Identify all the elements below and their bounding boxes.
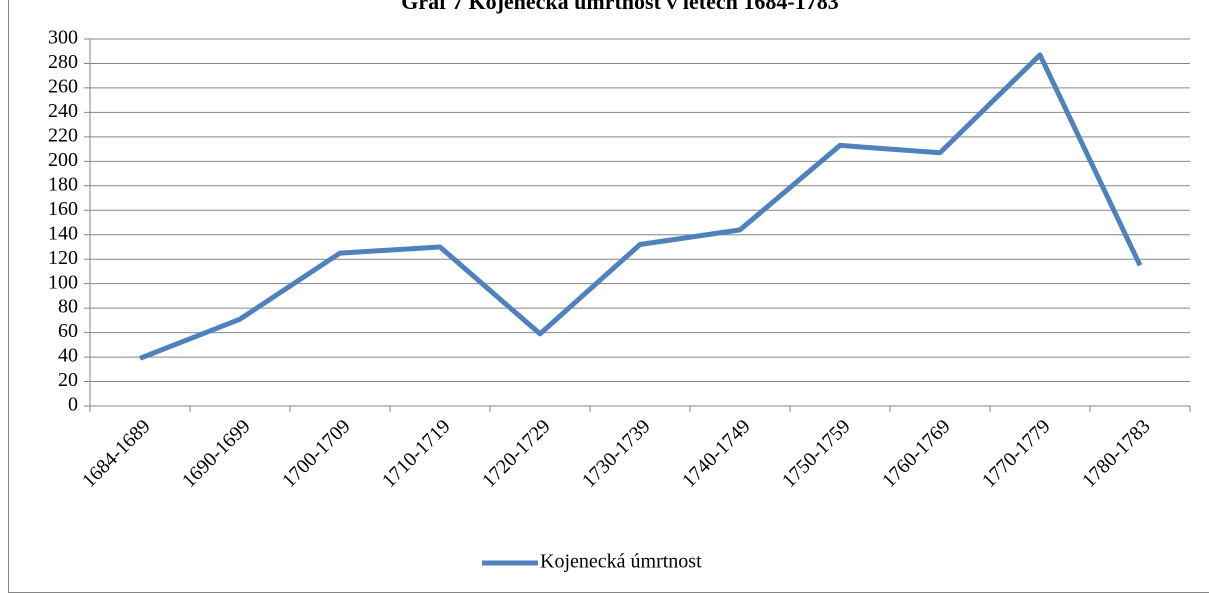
y-tick-label: 60 bbox=[58, 320, 78, 342]
y-tick-label: 260 bbox=[48, 76, 78, 98]
x-tick-label: 1730-1739 bbox=[578, 415, 655, 492]
y-tick-label: 140 bbox=[48, 222, 78, 244]
y-tick-label: 120 bbox=[48, 247, 78, 269]
y-tick-label: 220 bbox=[48, 124, 78, 146]
x-tick-label: 1720-1729 bbox=[478, 415, 555, 492]
x-tick-label: 1700-1709 bbox=[278, 415, 355, 492]
line-series bbox=[139, 52, 1143, 361]
y-tick-label: 100 bbox=[48, 271, 78, 293]
y-tick-label: 240 bbox=[48, 100, 78, 122]
y-tick-label: 40 bbox=[58, 345, 78, 367]
y-tick-label: 160 bbox=[48, 198, 78, 220]
y-tick-label: 0 bbox=[68, 394, 78, 416]
y-tick-label: 280 bbox=[48, 51, 78, 73]
chart-title: Graf 7 Kojenecká úmrtnost v letech 1684-… bbox=[401, 0, 838, 14]
y-tick-label: 200 bbox=[48, 149, 78, 171]
y-tick-label: 180 bbox=[48, 173, 78, 195]
x-tick-label: 1684-1689 bbox=[78, 415, 155, 492]
legend-label: Kojenecká úmrtnost bbox=[540, 551, 702, 573]
x-tick-label: 1780-1783 bbox=[1078, 415, 1155, 492]
x-tick-label: 1710-1719 bbox=[378, 415, 455, 492]
chart-border bbox=[8, 0, 1209, 593]
x-tick-label: 1760-1769 bbox=[878, 415, 955, 492]
x-tick-label: 1690-1699 bbox=[178, 415, 255, 492]
x-tick-label: 1740-1749 bbox=[678, 415, 755, 492]
x-tick-label: 1750-1759 bbox=[778, 415, 855, 492]
y-tick-label: 80 bbox=[58, 296, 78, 318]
x-tick-label: 1770-1779 bbox=[978, 415, 1055, 492]
y-tick-label: 300 bbox=[48, 27, 78, 49]
y-tick-label: 20 bbox=[58, 369, 78, 391]
